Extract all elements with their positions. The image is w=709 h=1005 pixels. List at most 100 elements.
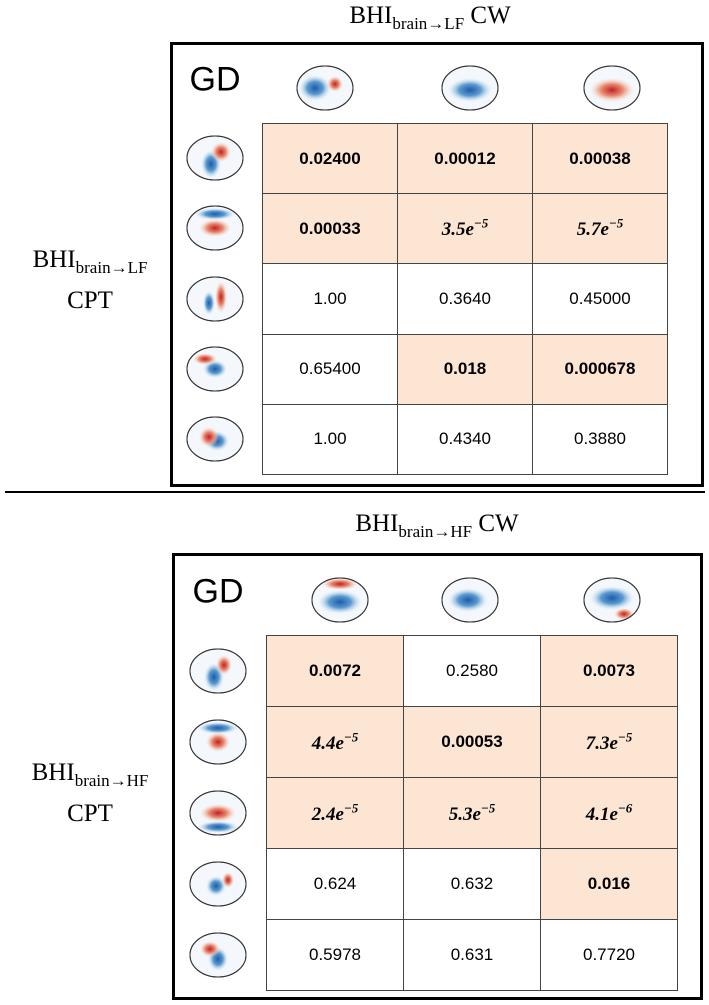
blob: [206, 875, 226, 896]
side-label: BHIbrain→LF CPT: [33, 243, 148, 317]
table-cell: 0.65400: [262, 333, 398, 405]
table-cell: 0.624: [266, 848, 404, 920]
mantissa: 7.3e: [585, 732, 618, 754]
topomap: [583, 65, 641, 111]
blob: [318, 590, 362, 614]
outline: [189, 790, 247, 835]
blob: [200, 940, 220, 957]
topomap: [189, 719, 247, 764]
side-base: BHI: [32, 246, 76, 273]
table-row: 1.00 0.4340 0.3880: [262, 403, 668, 475]
table-cell: 0.4340: [397, 403, 533, 475]
topomap: [186, 416, 244, 462]
table-cell: 0.7720: [540, 919, 678, 991]
blob: [216, 654, 232, 675]
blob: [199, 219, 231, 238]
title-base: BHI: [349, 2, 393, 29]
title-suffix: CW: [470, 2, 511, 29]
exp-value: 2.4e−5: [312, 800, 359, 824]
table-row: 0.65400 0.018 0.000678: [262, 333, 668, 405]
panel-title: BHIbrain→LF CW: [349, 2, 510, 34]
table-cell: 0.00033: [262, 193, 398, 265]
corner-label: GD: [192, 572, 244, 611]
blob: [215, 280, 227, 313]
table-cell: 0.016: [540, 848, 678, 920]
table-row: 0.00033 3.5e−5 5.7e−5: [262, 193, 668, 265]
exponent: −5: [608, 216, 624, 232]
outline: [186, 346, 244, 392]
exponent: −6: [617, 800, 633, 816]
blob: [299, 75, 331, 101]
topomap: [186, 205, 244, 251]
blob: [590, 78, 634, 102]
outline: [296, 65, 354, 111]
blob: [590, 586, 634, 610]
table-row: 0.5978 0.631 0.7720: [266, 919, 678, 991]
table-row: 2.4e−5 5.3e−5 4.1e−6: [266, 777, 678, 849]
panel-box: [172, 553, 703, 1000]
outline: [441, 577, 499, 623]
side-line: BHIbrain→LF: [33, 243, 148, 284]
exp-value: 4.4e−5: [312, 729, 359, 753]
outline: [583, 577, 641, 623]
side-line: BHIbrain→HF: [32, 756, 149, 797]
side-line2: CPT: [67, 287, 113, 314]
title-base: BHI: [355, 510, 399, 537]
blob: [203, 290, 215, 315]
topomap: [441, 577, 499, 623]
table-row: 1.00 0.3640 0.45000: [262, 263, 668, 335]
topomap: [189, 861, 247, 906]
table-cell: 5.7e−5: [532, 193, 668, 265]
table-cell: 1.00: [262, 263, 398, 335]
blob: [448, 78, 492, 102]
topomap: [186, 135, 244, 181]
table-cell: 2.4e−5: [266, 777, 404, 849]
outline: [189, 719, 247, 764]
exp-value: 5.3e−5: [449, 800, 496, 824]
side-sub: brain→HF: [74, 771, 149, 790]
topomap: [311, 577, 369, 623]
table-row: 4.4e−5 0.00053 7.3e−5: [266, 706, 678, 778]
table-cell: 0.0072: [266, 635, 404, 707]
topomap: [296, 65, 354, 111]
table-cell: 0.5978: [266, 919, 404, 991]
mantissa: 5.7e: [576, 219, 609, 241]
topomap: [189, 648, 247, 693]
table-cell: 0.3640: [397, 263, 533, 335]
blob: [211, 142, 231, 163]
side-line2: CPT: [67, 800, 113, 827]
mantissa: 3.5e: [441, 219, 474, 241]
exponent: −5: [480, 800, 496, 816]
blob: [222, 871, 234, 888]
table-cell: 0.45000: [532, 263, 668, 335]
panel-title: BHIbrain→HF CW: [355, 510, 518, 542]
table-cell: 4.4e−5: [266, 706, 404, 778]
blob: [198, 721, 238, 734]
table-cell: 7.3e−5: [540, 706, 678, 778]
table-cell: 0.000678: [532, 333, 668, 405]
exponent: −5: [343, 800, 359, 816]
blob: [195, 208, 235, 221]
table-cell: 0.3880: [532, 403, 668, 475]
blob: [193, 352, 217, 365]
title-sub: brain→LF: [392, 14, 465, 33]
table-cell: 0.02400: [262, 122, 398, 195]
topomap: [186, 346, 244, 392]
table-cell: 0.2580: [403, 635, 541, 707]
table-cell: 0.0073: [540, 635, 678, 707]
outline: [186, 416, 244, 462]
title-suffix: CW: [478, 510, 519, 537]
value-table: 0.02400 0.00012 0.00038 0.00033 3.5e−5 5.7e−5…: [262, 122, 668, 475]
exponent: −5: [473, 216, 489, 232]
corner-label: GD: [189, 60, 241, 99]
exp-value: 3.5e−5: [441, 216, 489, 241]
outline: [189, 861, 247, 906]
outline: [186, 205, 244, 251]
outline: [189, 648, 247, 693]
outline: [189, 932, 247, 977]
blob: [200, 803, 236, 822]
topomap: [441, 65, 499, 111]
outline: [583, 65, 641, 111]
divider: [5, 491, 705, 493]
